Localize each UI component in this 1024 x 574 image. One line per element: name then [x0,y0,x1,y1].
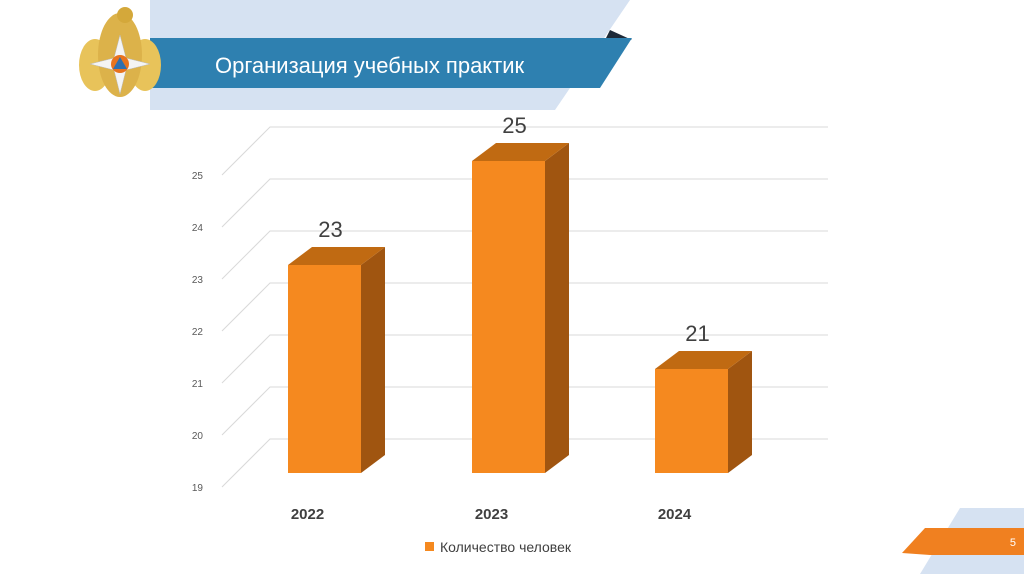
x-tick-label: 2023 [475,506,508,523]
gridline [221,178,828,228]
data-label: 25 [502,113,526,138]
bar-top [472,143,569,161]
page-title: Организация учебных практик [215,53,525,78]
gridline [221,282,828,332]
emchs-emblem-icon [79,7,161,97]
bar [655,369,728,473]
gridline [221,230,828,280]
bar-top [655,351,752,369]
bar-top [288,247,385,265]
header-band [150,38,632,88]
bar [472,161,545,473]
legend-swatch [425,542,434,551]
gridline [221,386,828,436]
y-tick-label: 23 [192,275,204,286]
page-number: 5 [1010,537,1016,549]
header-dark-fold [605,30,632,40]
bar-side [361,247,385,473]
y-tick-label: 19 [192,483,204,494]
footer-band [902,528,1024,555]
gridline [221,438,828,488]
y-tick-label: 22 [192,327,204,338]
y-tick-label: 21 [192,379,204,390]
gridline [221,126,828,176]
data-label: 21 [685,321,709,346]
gridline [221,334,828,384]
y-tick-label: 24 [192,223,204,234]
bar-side [728,351,752,473]
legend-label: Количество человек [440,539,572,555]
y-tick-label: 20 [192,431,204,442]
data-label: 23 [318,217,342,242]
x-tick-label: 2022 [291,506,324,523]
bar-chart: 19 20 21 22 23 24 25 23 2022 25 2023 21 2024 Количест… [192,113,828,555]
x-tick-label: 2024 [658,506,692,523]
bar [288,265,361,473]
bar-side [545,143,569,473]
y-tick-label: 25 [192,171,204,182]
